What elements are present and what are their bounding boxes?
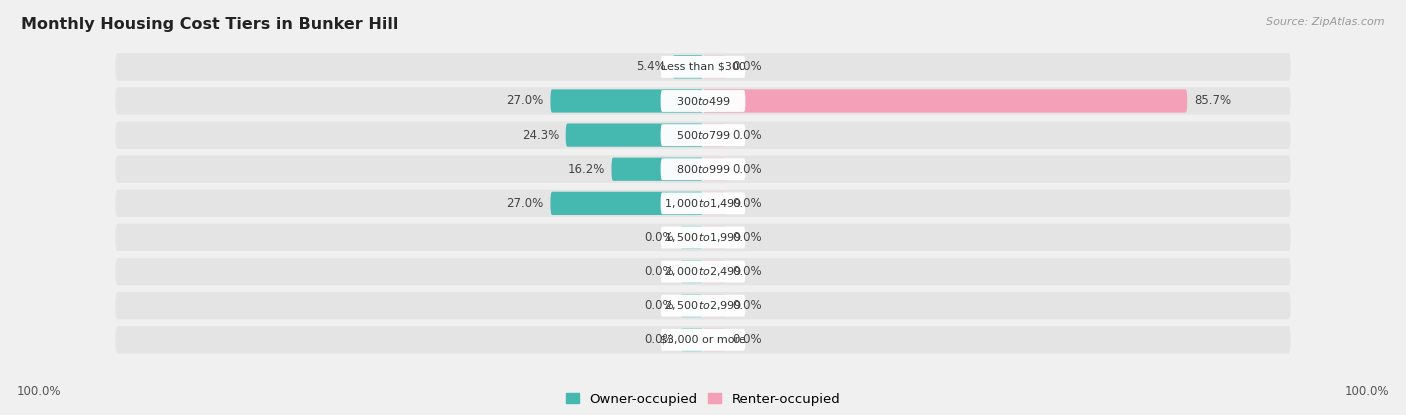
FancyBboxPatch shape (115, 156, 1291, 183)
FancyBboxPatch shape (661, 261, 745, 283)
Text: 5.4%: 5.4% (636, 60, 665, 73)
FancyBboxPatch shape (115, 87, 1291, 115)
Text: 0.0%: 0.0% (733, 197, 762, 210)
FancyBboxPatch shape (661, 90, 745, 112)
FancyBboxPatch shape (681, 294, 703, 317)
FancyBboxPatch shape (661, 329, 745, 351)
Text: 100.0%: 100.0% (1344, 386, 1389, 398)
FancyBboxPatch shape (703, 89, 1187, 112)
Text: 0.0%: 0.0% (644, 231, 673, 244)
Text: $800 to $999: $800 to $999 (675, 163, 731, 175)
FancyBboxPatch shape (703, 294, 725, 317)
FancyBboxPatch shape (703, 226, 725, 249)
FancyBboxPatch shape (661, 124, 745, 146)
Text: $500 to $799: $500 to $799 (675, 129, 731, 141)
Text: Less than $300: Less than $300 (661, 62, 745, 72)
FancyBboxPatch shape (681, 260, 703, 283)
Text: 0.0%: 0.0% (644, 265, 673, 278)
Text: 0.0%: 0.0% (733, 333, 762, 347)
Text: 0.0%: 0.0% (733, 163, 762, 176)
FancyBboxPatch shape (703, 124, 725, 147)
FancyBboxPatch shape (672, 55, 703, 78)
Text: 100.0%: 100.0% (17, 386, 62, 398)
Text: Source: ZipAtlas.com: Source: ZipAtlas.com (1267, 17, 1385, 27)
Text: $1,000 to $1,499: $1,000 to $1,499 (664, 197, 742, 210)
Text: 0.0%: 0.0% (733, 60, 762, 73)
FancyBboxPatch shape (661, 227, 745, 249)
Text: 0.0%: 0.0% (644, 299, 673, 312)
FancyBboxPatch shape (703, 328, 725, 352)
FancyBboxPatch shape (115, 292, 1291, 320)
Text: $3,000 or more: $3,000 or more (661, 335, 745, 345)
FancyBboxPatch shape (661, 193, 745, 214)
FancyBboxPatch shape (115, 258, 1291, 285)
FancyBboxPatch shape (681, 328, 703, 352)
FancyBboxPatch shape (703, 55, 725, 78)
FancyBboxPatch shape (661, 56, 745, 78)
FancyBboxPatch shape (661, 295, 745, 317)
FancyBboxPatch shape (550, 89, 703, 112)
Legend: Owner-occupied, Renter-occupied: Owner-occupied, Renter-occupied (565, 393, 841, 405)
FancyBboxPatch shape (115, 53, 1291, 81)
Text: $300 to $499: $300 to $499 (675, 95, 731, 107)
Text: 24.3%: 24.3% (522, 129, 560, 142)
FancyBboxPatch shape (115, 326, 1291, 354)
Text: 0.0%: 0.0% (733, 129, 762, 142)
Text: 0.0%: 0.0% (644, 333, 673, 347)
FancyBboxPatch shape (661, 158, 745, 180)
Text: 16.2%: 16.2% (567, 163, 605, 176)
FancyBboxPatch shape (703, 192, 725, 215)
FancyBboxPatch shape (115, 122, 1291, 149)
Text: 85.7%: 85.7% (1194, 95, 1232, 107)
Text: 0.0%: 0.0% (733, 231, 762, 244)
FancyBboxPatch shape (703, 260, 725, 283)
Text: $1,500 to $1,999: $1,500 to $1,999 (664, 231, 742, 244)
Text: 27.0%: 27.0% (506, 95, 544, 107)
FancyBboxPatch shape (681, 226, 703, 249)
FancyBboxPatch shape (703, 158, 725, 181)
Text: Monthly Housing Cost Tiers in Bunker Hill: Monthly Housing Cost Tiers in Bunker Hil… (21, 17, 398, 32)
FancyBboxPatch shape (565, 124, 703, 147)
FancyBboxPatch shape (115, 190, 1291, 217)
Text: $2,000 to $2,499: $2,000 to $2,499 (664, 265, 742, 278)
Text: $2,500 to $2,999: $2,500 to $2,999 (664, 299, 742, 312)
Text: 0.0%: 0.0% (733, 265, 762, 278)
Text: 27.0%: 27.0% (506, 197, 544, 210)
Text: 0.0%: 0.0% (733, 299, 762, 312)
FancyBboxPatch shape (115, 224, 1291, 251)
FancyBboxPatch shape (612, 158, 703, 181)
FancyBboxPatch shape (550, 192, 703, 215)
